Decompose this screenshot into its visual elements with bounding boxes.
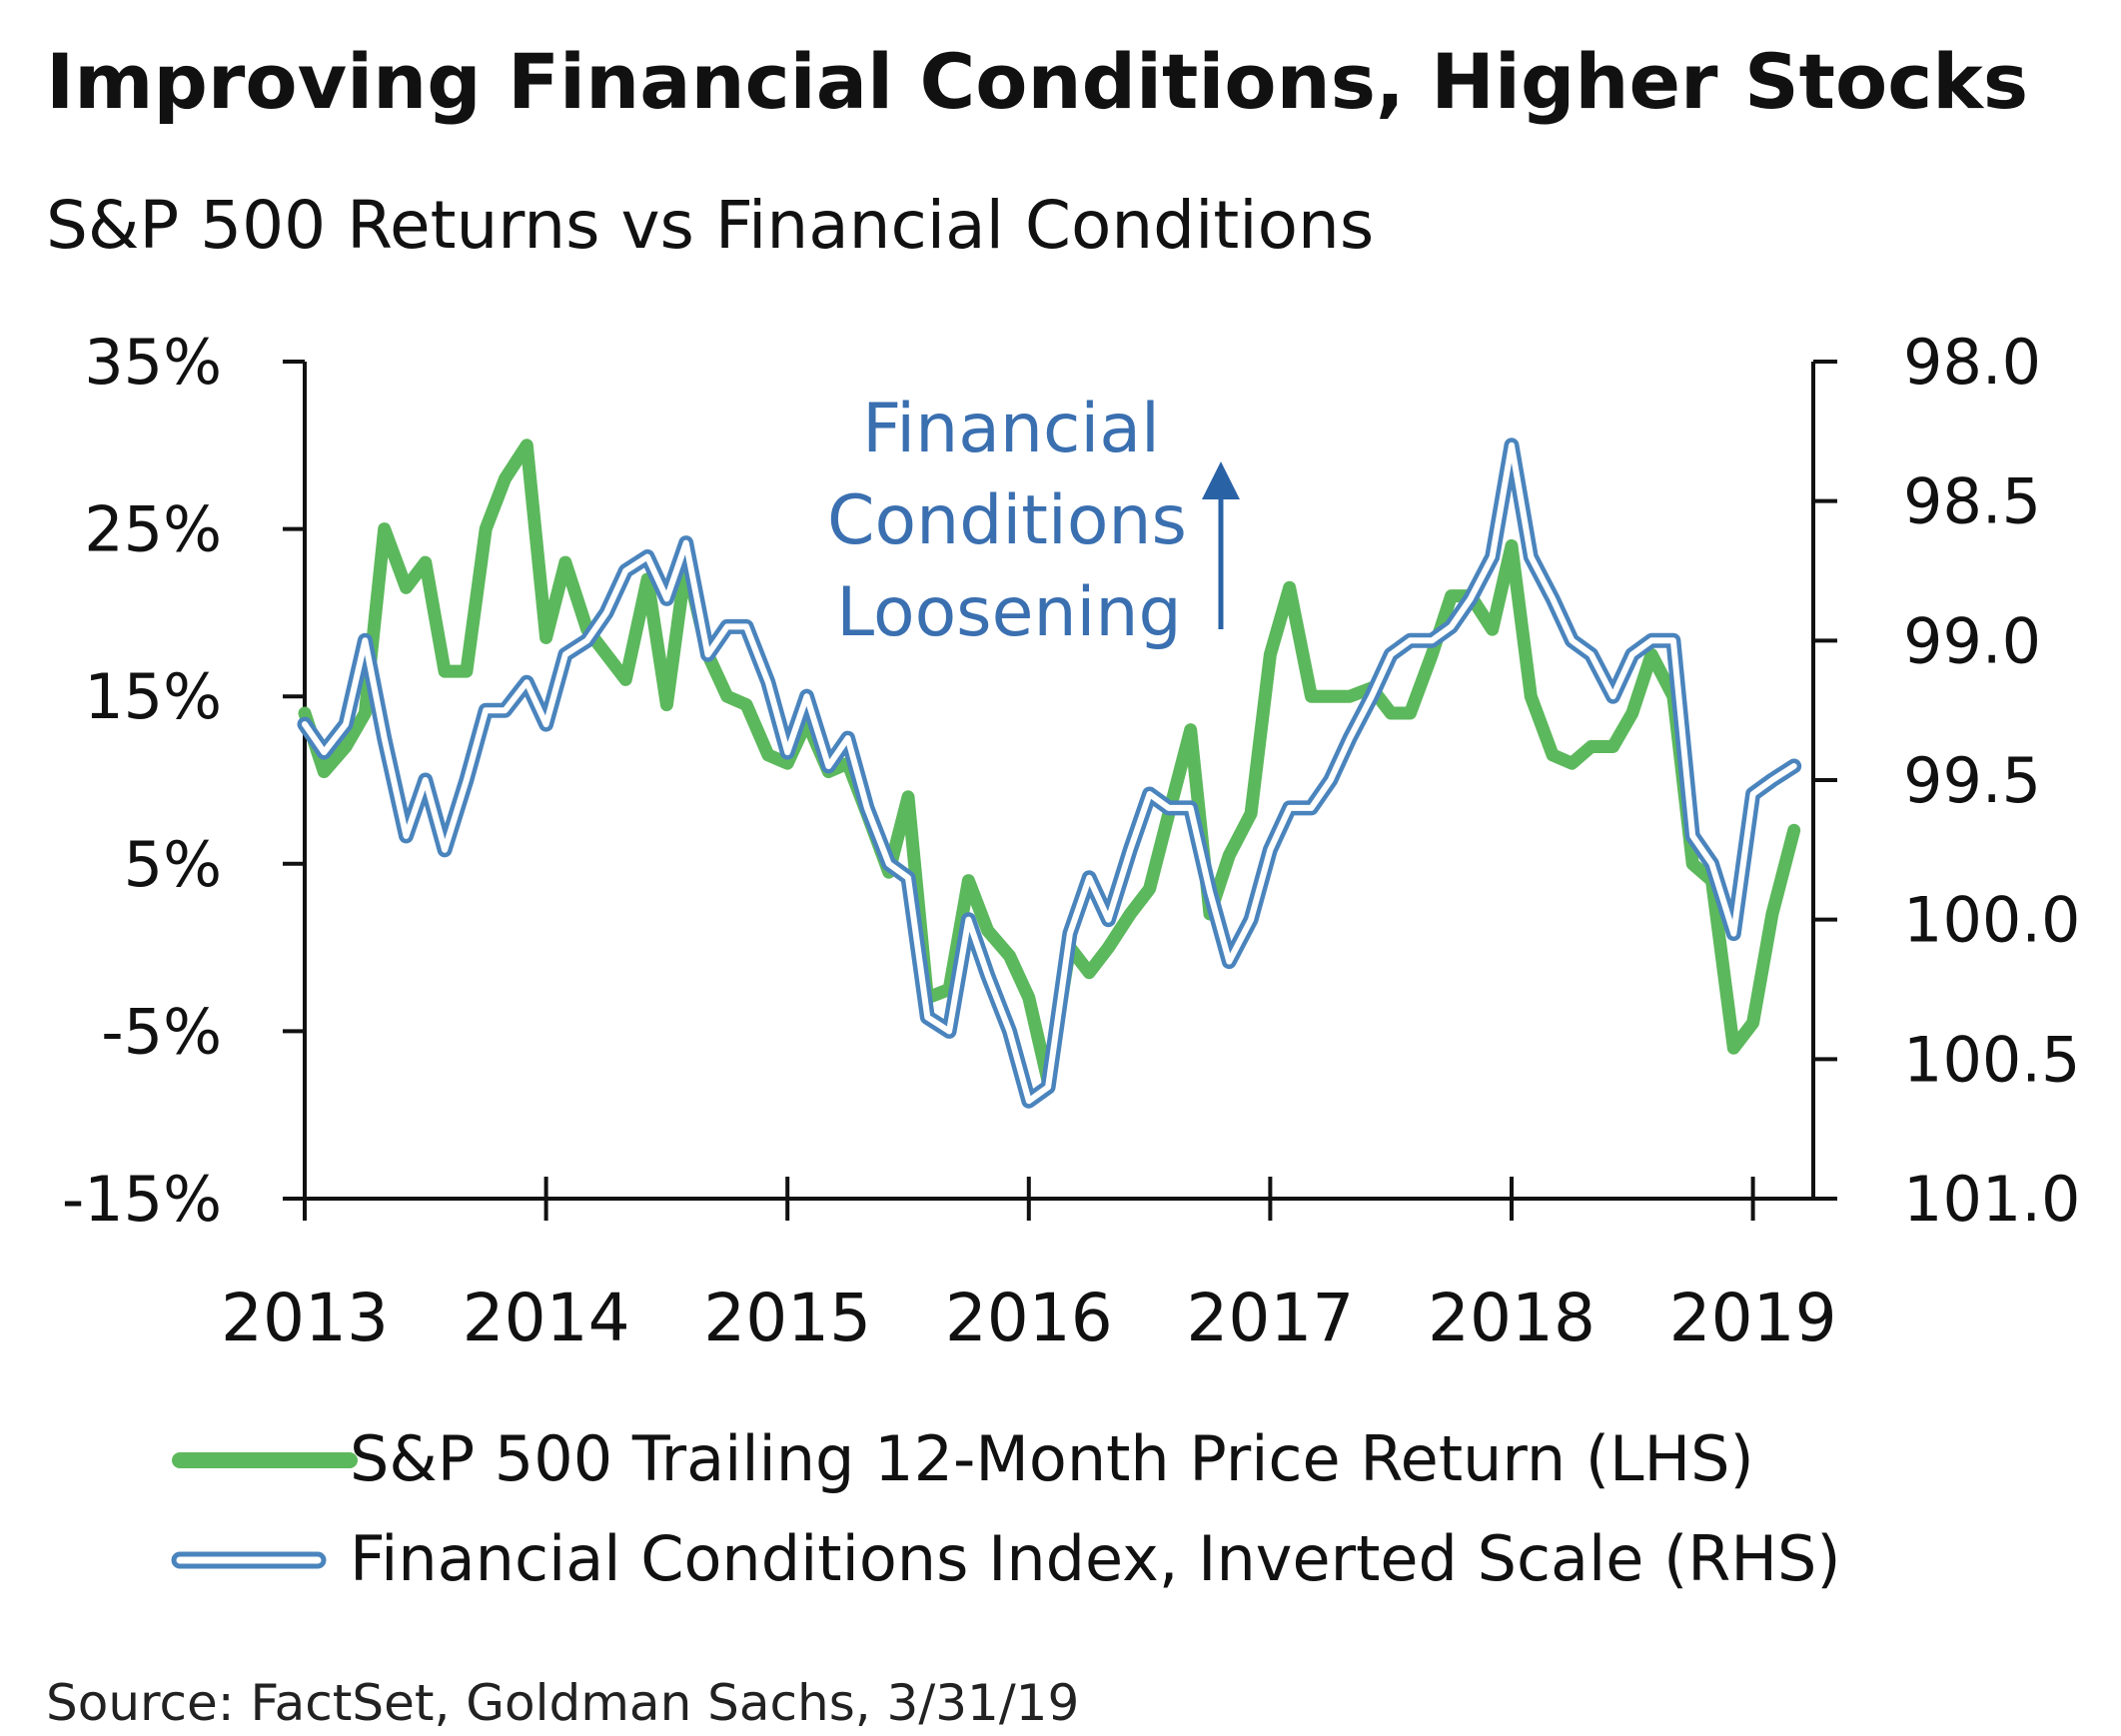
annotation-line-2: Conditions [827, 481, 1187, 560]
x-axis-tick-label: 2015 [703, 1280, 871, 1356]
left-axis-tick-label: 25% [84, 493, 222, 566]
left-axis-tick-label: 15% [84, 660, 222, 733]
right-axis-tick-label: 101.0 [1903, 1163, 2081, 1236]
right-axis-tick-label: 100.5 [1903, 1023, 2081, 1096]
legend-label-fci: Financial Conditions Index, Inverted Sca… [350, 1522, 1841, 1595]
x-axis-tick-label: 2018 [1428, 1280, 1595, 1356]
chart-subtitle: S&P 500 Returns vs Financial Conditions [46, 187, 1374, 264]
chart-title: Improving Financial Conditions, Higher S… [46, 37, 2028, 126]
annotation: Financial Conditions Loosening [827, 390, 1240, 652]
right-axis-tick-label: 98.0 [1903, 326, 2041, 399]
left-axis-tick-label: 5% [124, 828, 222, 901]
up-arrow-head-icon [1202, 461, 1240, 499]
x-axis-tick-label: 2017 [1186, 1280, 1354, 1356]
series-layer [297, 437, 1802, 1109]
left-axis-tick-label: 35% [84, 326, 222, 399]
right-axis-tick-label: 99.0 [1903, 604, 2041, 677]
x-axis-tick-label: 2014 [463, 1280, 630, 1356]
source-note: Source: FactSet, Goldman Sachs, 3/31/19 [46, 1674, 1079, 1732]
series-fci-line-inner [302, 441, 1797, 1105]
left-axis-tick-label: -15% [62, 1163, 222, 1236]
legend-label-sp500: S&P 500 Trailing 12-Month Price Return (… [350, 1422, 1754, 1495]
legend: S&P 500 Trailing 12-Month Price Return (… [171, 1422, 1841, 1595]
right-axis-tick-label: 99.5 [1903, 744, 2041, 817]
axes: 35% 25% 15% 5% -5% -15% 98.0 98.5 99.0 99.5 100.0 1… [62, 326, 2081, 1356]
right-axis-tick-label: 98.5 [1903, 465, 2041, 538]
x-axis-tick-label: 2013 [221, 1280, 389, 1356]
x-axis-tick-label: 2019 [1669, 1280, 1837, 1356]
right-axis-tick-label: 100.0 [1903, 884, 2081, 957]
x-axis-tick-label: 2016 [945, 1280, 1113, 1356]
annotation-line-1: Financial [862, 390, 1160, 468]
series-fci [297, 437, 1802, 1109]
left-axis-tick-label: -5% [101, 995, 222, 1068]
annotation-line-3: Loosening [836, 573, 1181, 652]
